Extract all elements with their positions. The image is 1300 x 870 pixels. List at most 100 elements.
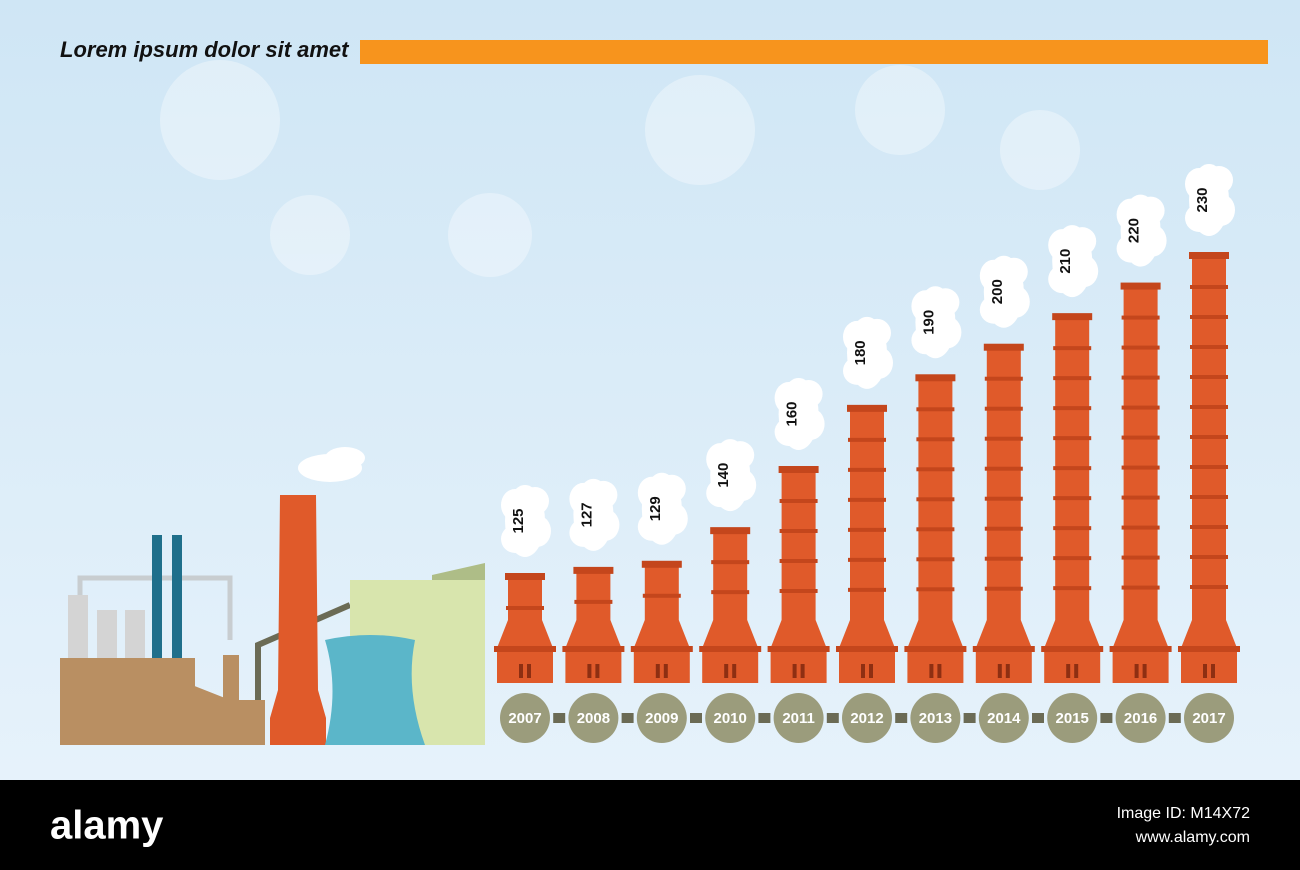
chimney-ring <box>1121 555 1160 560</box>
chimney-ring <box>916 467 955 472</box>
year-connector <box>826 713 839 723</box>
smoke-cloud <box>728 469 757 502</box>
chimney-ring <box>779 589 818 593</box>
chimney-door <box>724 664 729 678</box>
chimney-ring <box>1121 585 1160 590</box>
chimney-ledge <box>836 646 898 652</box>
chimney-shaft <box>986 346 1021 620</box>
chimney-ring <box>1121 495 1160 500</box>
x-tick-label: 2011 <box>782 710 815 727</box>
chimney-ring <box>1121 345 1160 350</box>
chimney-base <box>633 652 690 683</box>
chimney-ring <box>984 376 1023 381</box>
smoke-cloud <box>774 382 803 414</box>
chimney-door <box>595 664 600 678</box>
footer-bar <box>0 780 1300 870</box>
smoke-cloud <box>979 259 1008 292</box>
smoke-cloud <box>706 443 735 476</box>
x-tick-label: 2008 <box>577 710 610 727</box>
chimney-ring <box>1053 556 1092 561</box>
chimney-cap <box>1120 282 1161 290</box>
smoke-cloud <box>637 476 666 509</box>
chimney-door <box>1134 664 1139 678</box>
chimney-ring <box>1053 586 1092 591</box>
smoke-cloud <box>911 290 940 323</box>
year-badge <box>1047 693 1098 743</box>
chimney-ring <box>711 560 750 565</box>
value-label: 129 <box>647 496 664 521</box>
chimney-ring <box>574 599 613 604</box>
smoke-cloud <box>979 295 1008 324</box>
smoke-cloud <box>774 418 803 446</box>
chimney-ring <box>1121 525 1160 530</box>
chimney-ring <box>984 526 1023 531</box>
x-tick-label: 2016 <box>1124 710 1157 727</box>
chimney-ring <box>1190 435 1228 439</box>
chimney-door <box>869 664 873 678</box>
value-label: 140 <box>715 463 732 488</box>
x-tick-label: 2009 <box>645 710 678 727</box>
year-badge <box>500 693 550 743</box>
chimney-door <box>1142 664 1147 678</box>
chimney-ledge <box>767 646 830 652</box>
value-label: 160 <box>784 401 801 426</box>
chimney-door <box>997 664 1002 678</box>
chimney-base <box>702 652 759 683</box>
chimney-flare <box>702 620 759 648</box>
chimney-flare <box>633 620 690 648</box>
chimney-ring <box>1190 285 1228 289</box>
chimney-shaft <box>508 576 542 620</box>
chimney-base <box>497 652 553 683</box>
year-badge <box>1115 693 1166 743</box>
chimney-ring <box>1190 495 1228 499</box>
smoke-cloud <box>843 320 871 353</box>
chimney-ring <box>1190 465 1228 469</box>
smoke-cloud <box>569 518 598 547</box>
chimney-ring <box>1053 496 1092 501</box>
smoke-cloud <box>911 326 940 355</box>
chimney-ring <box>1190 345 1228 349</box>
smoke-cloud <box>1207 194 1235 226</box>
chimney-ring <box>1190 525 1228 529</box>
chimney-ring <box>1190 315 1228 319</box>
chimney-door <box>1074 664 1079 678</box>
chimney-base <box>839 652 895 683</box>
chimney-shaft <box>644 563 679 620</box>
chimney-base <box>1181 652 1237 683</box>
smoke-cloud <box>659 502 688 535</box>
year-connector <box>553 713 566 723</box>
chimney-ring <box>984 406 1023 411</box>
smoke-cloud <box>706 479 735 508</box>
chimney-cap <box>915 374 956 382</box>
smoke-cloud <box>569 482 598 515</box>
chart-title: Lorem ipsum dolor sit amet <box>60 37 350 62</box>
chimney-shaft <box>781 469 816 620</box>
chimney-door <box>929 664 934 678</box>
year-badge <box>910 693 961 743</box>
x-tick-label: 2007 <box>508 710 541 727</box>
chimney-ledge <box>699 646 762 652</box>
chimney-ring <box>1190 585 1228 589</box>
chimney-shaft <box>1123 285 1158 620</box>
year-connector <box>1168 713 1181 723</box>
year-badge <box>1184 693 1234 743</box>
x-tick-label: 2017 <box>1192 710 1225 727</box>
chimney-door <box>655 664 660 678</box>
chimney-cap <box>778 466 819 473</box>
smoke-cloud <box>501 525 529 553</box>
x-tick-label: 2014 <box>987 710 1021 727</box>
chimney-door <box>1005 664 1010 678</box>
smoke-cloud <box>1116 198 1145 231</box>
year-connector <box>895 713 908 723</box>
chimney-cap <box>983 343 1024 351</box>
chimney-ring <box>984 586 1023 591</box>
chimney-cap <box>1052 313 1093 321</box>
year-badge <box>636 693 687 743</box>
smoke-cloud <box>1001 285 1030 318</box>
value-label: 200 <box>989 279 1006 304</box>
chimney-ring <box>1053 526 1092 531</box>
chimney-cap <box>1189 252 1229 259</box>
chimney-ring <box>848 497 886 502</box>
chimney-cap <box>641 560 682 568</box>
